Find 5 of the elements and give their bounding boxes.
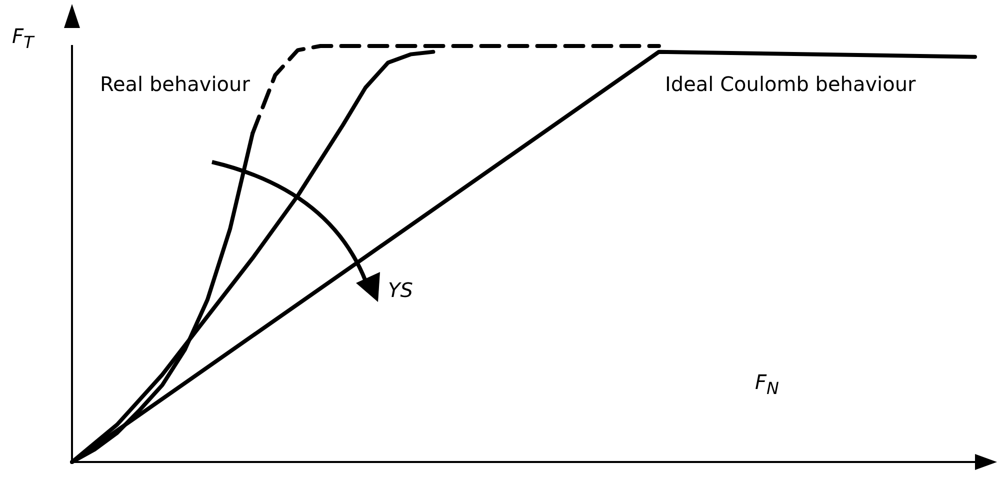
x-axis-title: F$_{N}$ <box>755 370 779 398</box>
annotation: Ideal Coulomb behaviour <box>665 72 916 96</box>
y-axis-title: F$_{T}$ <box>12 24 34 52</box>
annotation: Real behaviour <box>100 72 250 96</box>
annotation: YS <box>388 278 413 302</box>
